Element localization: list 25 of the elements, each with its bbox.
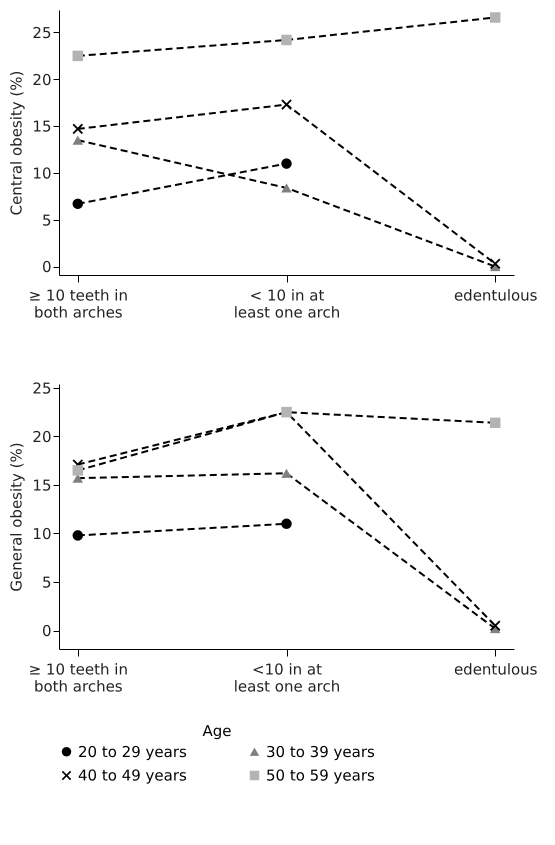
x-tick-label: < 10 in at least one arch — [234, 286, 340, 322]
y-tick-label: 25 — [32, 24, 52, 42]
x-tick-label: edentulous — [454, 660, 538, 678]
y-axis-title: General obesity (%) — [7, 442, 26, 592]
legend-label: 30 to 39 years — [266, 742, 375, 761]
legend-label: 20 to 29 years — [78, 742, 187, 761]
y-tick-label: 5 — [42, 574, 52, 592]
legend-label: 50 to 59 years — [266, 766, 375, 784]
y-tick-label: 25 — [32, 379, 52, 398]
y-tick-label: 20 — [32, 428, 52, 446]
y-tick-label: 5 — [42, 211, 52, 230]
y-tick-label: 10 — [32, 524, 52, 543]
legend-title: Age — [202, 722, 232, 740]
x-tick-label: edentulous — [454, 286, 538, 304]
y-tick-label: 20 — [32, 70, 52, 89]
y-tick-label: 10 — [32, 164, 52, 182]
y-tick-label: 0 — [42, 258, 52, 276]
x-tick-label: ≥ 10 teeth in both arches — [28, 286, 128, 322]
y-tick-label: 0 — [42, 622, 52, 640]
x-tick-label: ≥ 10 teeth in both arches — [28, 660, 128, 696]
y-tick-label: 15 — [32, 476, 52, 494]
x-tick-label: <10 in at least one arch — [234, 660, 340, 696]
legend-label: 40 to 49 years — [78, 766, 187, 784]
y-axis-title: Central obesity (%) — [7, 70, 26, 216]
y-tick-label: 15 — [32, 118, 52, 136]
